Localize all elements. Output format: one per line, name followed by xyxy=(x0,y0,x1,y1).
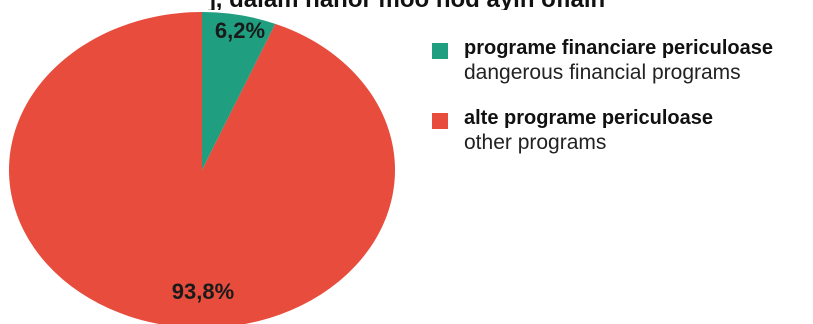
pie-slice-financial xyxy=(202,12,276,170)
legend-label-en: other programs xyxy=(464,131,607,154)
legend-label-ro: programe financiare periculoase xyxy=(464,37,774,59)
pie-slice-label: 93,8% xyxy=(172,279,234,304)
legend-swatch-other xyxy=(432,113,448,129)
pie-slice-other xyxy=(9,12,395,324)
cropped-top-text: ], dalam nahor moo nod ayin ofiain xyxy=(0,0,813,10)
legend-item-financial: programe financiare periculoase dangerou… xyxy=(432,36,773,86)
legend-label-en: dangerous financial programs xyxy=(464,61,741,84)
legend-item-other: alte programe periculoase other programs xyxy=(432,106,773,156)
legend-label-ro: alte programe periculoase xyxy=(464,107,713,129)
legend-swatch-financial xyxy=(432,43,448,59)
legend: programe financiare periculoase dangerou… xyxy=(432,36,773,176)
pie-slice-label: 6,2% xyxy=(215,18,265,43)
